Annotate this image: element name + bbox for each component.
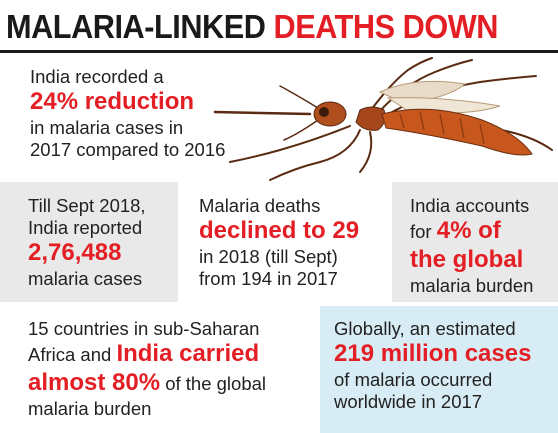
- box3-highlight-1: 4% of: [436, 217, 501, 244]
- box4-highlight-2: almost 80%: [28, 369, 161, 396]
- top-line-3: in malaria cases in: [30, 117, 184, 138]
- box2-line-1: Malaria deaths: [199, 195, 321, 216]
- headline-dark: MALARIA-LINKED: [6, 8, 274, 45]
- box5-line-3: of malaria occurred: [334, 369, 493, 390]
- box3-line-2a: for: [410, 221, 437, 242]
- box3-highlight-2: the global: [410, 246, 524, 273]
- panel-burden-share: 15 countries in sub-Saharan Africa and I…: [0, 306, 317, 433]
- top-line-1: India recorded a: [30, 66, 164, 87]
- box5-line-1: Globally, an estimated: [334, 318, 516, 339]
- panel-cases-reported: Till Sept 2018, India reported 2,76,488 …: [0, 182, 178, 302]
- panel-global-share: India accounts for 4% of the global mala…: [392, 182, 558, 302]
- box2-line-3: in 2018 (till Sept): [199, 246, 338, 267]
- panel-global-cases: Globally, an estimated 219 million cases…: [320, 306, 558, 433]
- headline-rule: [0, 50, 558, 53]
- box1-highlight: 2,76,488: [28, 239, 122, 266]
- box5-line-4: worldwide in 2017: [334, 391, 483, 412]
- box2-highlight: declined to 29: [199, 217, 360, 244]
- box4-line-2a: Africa and: [28, 344, 117, 365]
- box1-line-1: Till Sept 2018,: [28, 195, 146, 216]
- box4-line-4: malaria burden: [28, 398, 152, 419]
- mosquito-illustration: [213, 57, 553, 181]
- headline: MALARIA-LINKED DEATHS DOWN: [6, 4, 516, 50]
- box2-line-4: from 194 in 2017: [199, 268, 338, 289]
- top-line-4: 2017 compared to 2016: [30, 139, 226, 160]
- box4-highlight-1: India carried: [116, 340, 260, 367]
- top-text: India recorded a 24% reduction in malari…: [30, 66, 225, 161]
- box3-line-4: malaria burden: [410, 275, 534, 296]
- top-highlight: 24% reduction: [30, 88, 195, 115]
- headline-red: DEATHS DOWN: [273, 8, 499, 45]
- box4-line-1: 15 countries in sub-Saharan: [28, 318, 260, 339]
- box4-line-3b: of the global: [160, 373, 267, 394]
- box1-line-2: India reported: [28, 217, 143, 238]
- box3-line-1: India accounts: [410, 195, 530, 216]
- panel-deaths-declined: Malaria deaths declined to 29 in 2018 (t…: [181, 182, 389, 302]
- box5-highlight: 219 million cases: [334, 340, 532, 367]
- box1-line-4: malaria cases: [28, 268, 143, 289]
